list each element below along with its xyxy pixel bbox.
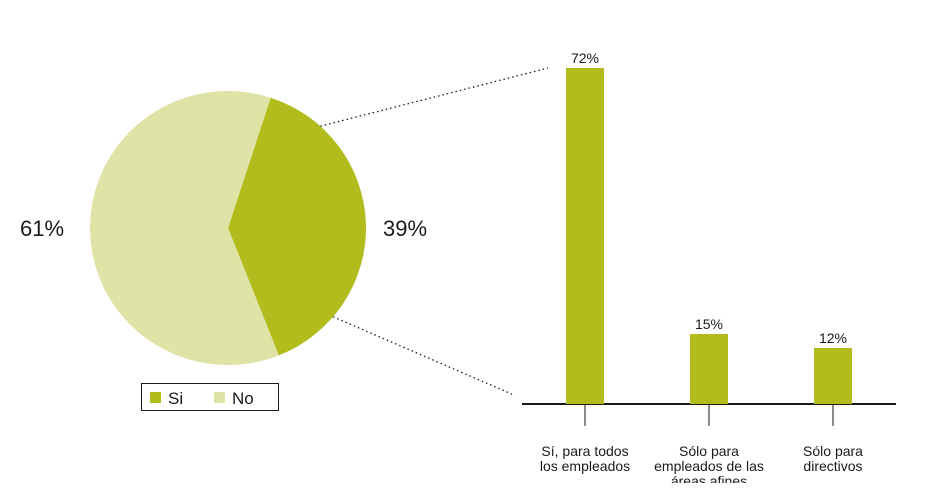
x-tick-label-2: Sólo para empleados de las áreas afines xyxy=(654,443,764,483)
legend-swatch-si xyxy=(150,392,161,403)
legend: Si No xyxy=(141,383,279,411)
bar-value-label-3: 12% xyxy=(819,330,847,346)
connector-line-1 xyxy=(320,67,549,127)
bar-2 xyxy=(690,334,728,404)
bar-value-label-1: 72% xyxy=(571,50,599,66)
connector-lines xyxy=(320,67,549,396)
bar-value-label-2: 15% xyxy=(695,316,723,332)
pie-chart xyxy=(90,90,367,365)
x-tick-label-1: Sí, para todos los empleados xyxy=(540,443,630,474)
pie-labels: 39% 61% xyxy=(20,216,427,241)
pie-label-si: 39% xyxy=(383,216,427,241)
legend-box xyxy=(141,383,279,411)
pie-slice-si xyxy=(228,97,367,356)
bar-3 xyxy=(814,348,852,404)
pie-label-no: 61% xyxy=(20,216,64,241)
pie-slice-no xyxy=(90,90,279,365)
legend-label-no: No xyxy=(232,389,254,408)
x-tick-label-3: Sólo para directivos xyxy=(803,443,863,474)
connector-line-2 xyxy=(332,316,515,396)
bar-1 xyxy=(566,68,604,404)
bar-chart: 72% Sí, para todos los empleados 15% Sólo pa… xyxy=(522,50,896,488)
legend-swatch-no xyxy=(214,392,225,403)
legend-label-si: Si xyxy=(168,389,183,408)
